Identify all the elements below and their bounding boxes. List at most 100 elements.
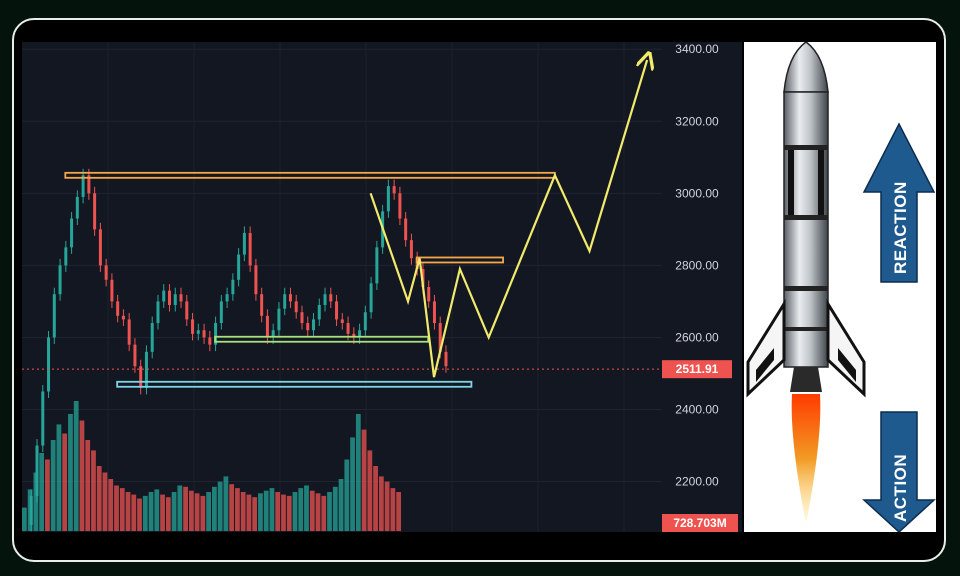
- volume-bar: [258, 493, 263, 531]
- candle: [312, 319, 315, 331]
- volume-bar: [240, 492, 246, 531]
- volume-bar: [292, 492, 298, 531]
- candle: [237, 254, 241, 280]
- candle: [444, 351, 448, 367]
- reaction-label: REACTION: [891, 181, 910, 274]
- candle: [260, 294, 264, 316]
- volume-bar: [321, 495, 327, 531]
- volume-bar: [165, 497, 171, 531]
- price-tick-label: 3200.00: [675, 114, 719, 128]
- candle: [110, 279, 114, 302]
- candle: [329, 294, 333, 302]
- candle: [352, 333, 356, 338]
- volume-bar: [367, 450, 373, 531]
- rocket-fin-right: [826, 298, 866, 398]
- candle: [156, 301, 160, 324]
- volume-bar: [68, 414, 73, 531]
- candle: [127, 319, 131, 345]
- volume-bar: [188, 490, 194, 531]
- volume-bar: [217, 481, 223, 531]
- candle: [277, 308, 281, 331]
- volume-bar: [229, 484, 235, 531]
- volume-bar: [206, 492, 211, 531]
- candle: [271, 330, 275, 338]
- rocket-fin-left: [746, 298, 786, 398]
- price-tick-label: 2400.00: [675, 403, 719, 417]
- volume-bar: [91, 450, 96, 531]
- candle: [432, 301, 436, 324]
- candle: [398, 193, 402, 219]
- volume-bar: [355, 414, 361, 531]
- volume-bar: [327, 492, 332, 531]
- candle: [144, 351, 148, 388]
- volume-bar: [361, 429, 367, 531]
- candle: [173, 294, 177, 306]
- level-lines: [22, 171, 662, 388]
- rocket-nose: [783, 41, 829, 93]
- volume-bars: [22, 401, 401, 531]
- volume-badge: [662, 514, 738, 532]
- candle: [104, 265, 108, 280]
- chart-svg: 3400.00 3200.00 3000.00 2800.00 2600.00 2400.…: [22, 42, 738, 532]
- volume-bar: [298, 488, 304, 531]
- volume-bar: [183, 486, 188, 531]
- candle: [306, 323, 310, 331]
- candle: [75, 196, 79, 219]
- candle: [254, 265, 258, 295]
- resistance-mid-line: [415, 256, 504, 264]
- volume-bar: [62, 433, 68, 531]
- candle: [52, 294, 56, 338]
- candle: [283, 294, 287, 309]
- price-tick-label: 2200.00: [675, 475, 719, 489]
- candle: [358, 330, 362, 338]
- volume-bar: [50, 440, 56, 531]
- volume-bar: [137, 498, 142, 531]
- volume-bar: [194, 493, 200, 531]
- candle: [242, 232, 246, 255]
- price-tick-label: 2600.00: [675, 330, 719, 344]
- candle: [369, 283, 373, 313]
- candle: [150, 323, 154, 352]
- volume-bar: [344, 459, 350, 531]
- candle: [392, 186, 396, 194]
- candle: [58, 265, 62, 295]
- candle: [288, 294, 292, 302]
- candle: [248, 232, 252, 266]
- volume-bar: [378, 476, 384, 531]
- candle: [116, 301, 120, 316]
- price-axis: 3400.00 3200.00 3000.00 2800.00 2600.00 2400.…: [662, 42, 738, 532]
- volume-bar: [315, 493, 321, 531]
- volume-bar: [212, 486, 217, 531]
- volume-bar: [332, 486, 338, 531]
- grid: [22, 42, 662, 532]
- candle: [404, 218, 408, 241]
- candle: [346, 323, 350, 334]
- volume-bar: [304, 485, 309, 531]
- volume-bar: [246, 494, 252, 531]
- candle: [375, 247, 379, 284]
- volume-bar: [148, 492, 154, 531]
- candle: [225, 294, 229, 302]
- candle: [427, 287, 431, 302]
- candle: [231, 279, 235, 295]
- candle: [363, 312, 367, 331]
- volume-bar: [281, 494, 286, 531]
- candle: [81, 175, 85, 197]
- volume-bar: [286, 495, 292, 531]
- rocket-illustration: REACTION ACTION: [744, 41, 936, 534]
- candle: [133, 344, 137, 367]
- candle: [98, 229, 102, 266]
- candle: [64, 247, 68, 266]
- price-tick-label: 2800.00: [675, 258, 719, 272]
- rocket-flame: [791, 394, 821, 524]
- projection-line: [369, 60, 647, 378]
- candle: [93, 193, 97, 230]
- volume-bar: [114, 485, 119, 531]
- candle: [41, 391, 45, 446]
- candle: [208, 337, 212, 345]
- volume-bar: [102, 472, 108, 531]
- volume-bar: [252, 497, 258, 531]
- candle: [300, 312, 304, 324]
- volume-bar: [39, 453, 45, 531]
- candle: [323, 294, 327, 306]
